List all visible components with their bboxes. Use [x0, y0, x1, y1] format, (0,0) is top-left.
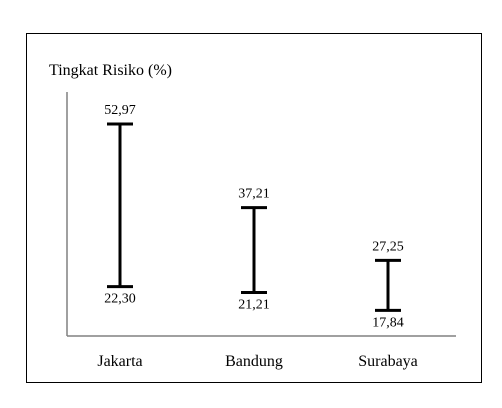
low-value-label-surabaya: 17,84	[372, 315, 404, 330]
range-bars-group: 52,97 22,30 Jakarta 37,21 21,21 Bandung 27,25 1…	[97, 103, 417, 370]
low-value-label-jakarta: 22,30	[104, 292, 136, 307]
high-value-label-bandung: 37,21	[238, 187, 270, 202]
low-value-label-bandung: 21,21	[238, 297, 270, 312]
high-value-label-jakarta: 52,97	[104, 103, 136, 118]
high-value-label-surabaya: 27,25	[372, 239, 404, 254]
x-category-label-bandung: Bandung	[225, 353, 283, 370]
y-axis-title: Tingkat Risiko (%)	[49, 62, 172, 79]
x-category-label-surabaya: Surabaya	[358, 353, 418, 370]
x-category-label-jakarta: Jakarta	[97, 353, 142, 370]
